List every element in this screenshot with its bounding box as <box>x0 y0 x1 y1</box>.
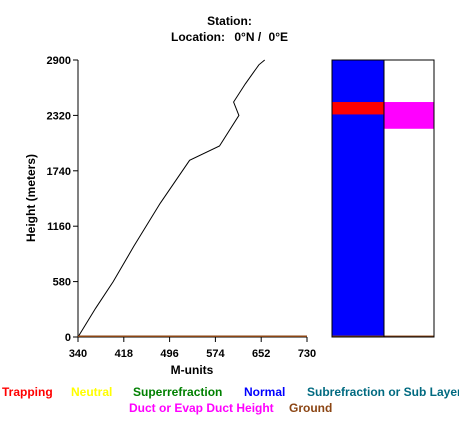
location-separator: / <box>257 30 262 44</box>
legend-item-subrefraction-or-sub-layer: Subrefraction or Sub Layer <box>307 385 459 399</box>
y-tick-label: 1740 <box>47 166 71 178</box>
x-axis-label: M-units <box>171 363 214 377</box>
left-column-trapping-segment <box>332 102 384 115</box>
x-tick-label: 652 <box>252 348 270 360</box>
legend-item-neutral: Neutral <box>71 385 113 399</box>
plot-area: 0 580 1160 1740 2320 2900 340 418 496 574 652 730 <box>47 55 317 360</box>
legend-item-normal: Normal <box>244 385 286 399</box>
station-title: Station: <box>0 14 459 28</box>
right-column-duct-or-evap-duct-height-segment <box>384 102 434 129</box>
m-unit-profile-line <box>77 59 266 338</box>
legend-item-trapping: Trapping <box>2 385 53 399</box>
y-axis-label: Height (meters) <box>24 154 38 242</box>
legend-item-ground: Ground <box>289 401 333 415</box>
left-column-ground-segment <box>332 335 384 337</box>
longitude-value: 0°E <box>268 30 288 44</box>
x-tick-label: 730 <box>298 348 316 360</box>
station-label: Station: <box>207 14 252 28</box>
x-tick-label: 418 <box>115 348 133 360</box>
y-tick-label: 2320 <box>47 110 71 122</box>
legend-item-superrefraction: Superrefraction <box>133 385 223 399</box>
y-tick-label: 580 <box>53 277 71 289</box>
y-tick-label: 2900 <box>47 55 71 67</box>
x-tick-label: 496 <box>160 348 178 360</box>
x-tick-label: 574 <box>206 348 225 360</box>
location-label: Location: <box>171 30 225 44</box>
y-tick-label: 1160 <box>47 221 71 233</box>
location-title: Location: 0°N / 0°E <box>0 30 459 44</box>
left-column-normal-segment <box>332 60 384 337</box>
latitude-value: 0°N <box>234 30 255 44</box>
refraction-column-bar <box>331 59 435 338</box>
bar-border <box>331 59 435 338</box>
y-tick-label: 0 <box>65 332 71 344</box>
x-tick-label: 340 <box>69 348 87 360</box>
right-column-ground-segment <box>384 335 434 337</box>
legend-item-duct-or-evap-duct-height: Duct or Evap Duct Height <box>129 401 274 415</box>
